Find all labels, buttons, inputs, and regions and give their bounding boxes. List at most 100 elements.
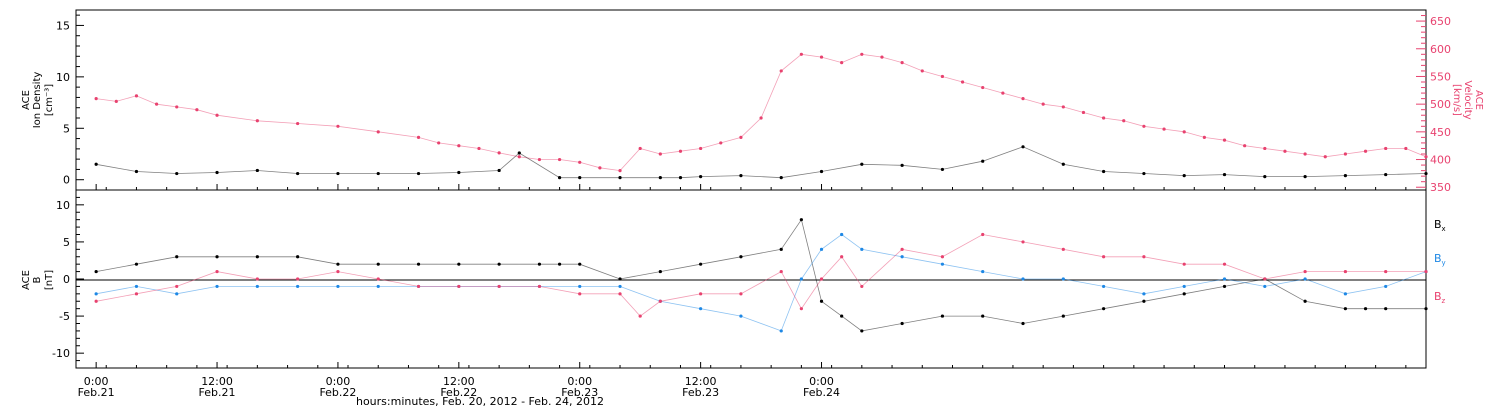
velocity-point	[1222, 138, 1227, 142]
bx-point	[799, 218, 803, 222]
velocity-point	[799, 52, 803, 56]
by-point	[860, 247, 864, 251]
velocity-point	[840, 61, 844, 65]
velocity-point	[437, 141, 441, 145]
bx-point	[1343, 307, 1348, 311]
density-point	[900, 163, 904, 167]
density-point	[517, 151, 521, 155]
by-point	[255, 284, 259, 289]
velocity-tick-label: 600	[1430, 43, 1451, 56]
density-point	[739, 174, 743, 178]
velocity-point	[1122, 119, 1126, 123]
bx-point	[175, 255, 179, 259]
legend-bx: Bx	[1434, 218, 1446, 233]
x-tick-date-label: Feb.22	[440, 386, 477, 399]
bx-point	[296, 255, 300, 259]
bz-point	[416, 284, 421, 289]
by-point	[94, 292, 98, 296]
bx-point	[376, 262, 380, 266]
velocity-point	[215, 113, 219, 117]
by-series	[94, 232, 1428, 333]
bz-point	[1303, 269, 1307, 274]
by-point	[900, 255, 904, 259]
bz-point	[900, 247, 904, 251]
bz-point	[840, 255, 844, 259]
velocity-point	[114, 99, 118, 103]
density-point	[296, 171, 300, 176]
x-tick-time-label: 0:00	[326, 375, 351, 388]
bx-point	[497, 262, 501, 266]
by-point	[1263, 284, 1267, 289]
bz-point	[739, 292, 743, 296]
bx-point	[739, 255, 743, 259]
legend-bz: Bz	[1434, 290, 1446, 305]
x-tick-time-label: 12:00	[443, 375, 475, 388]
bx-point	[699, 262, 703, 266]
bx-point	[416, 262, 421, 266]
velocity-point	[678, 149, 683, 153]
velocity-point	[1001, 91, 1005, 95]
velocity-point	[416, 135, 421, 139]
velocity-point	[658, 152, 662, 156]
bx-point	[1061, 314, 1065, 318]
by-point	[336, 284, 340, 289]
bz-point	[215, 269, 219, 274]
velocity-point	[1404, 146, 1408, 151]
velocity-point	[1081, 110, 1086, 115]
legend: Bx By Bz	[1434, 218, 1446, 305]
bz-point	[175, 284, 179, 289]
bz-point	[376, 277, 380, 281]
density-point	[1142, 171, 1146, 176]
by-point	[940, 262, 945, 266]
velocity-point	[1363, 149, 1368, 153]
density-trace	[96, 146, 1427, 179]
bz-point	[981, 232, 985, 237]
density-point	[940, 167, 945, 172]
bx-point	[819, 299, 824, 303]
density-point	[1182, 174, 1186, 178]
density-point	[860, 162, 864, 166]
bx-point	[336, 262, 340, 266]
velocity-point	[1384, 146, 1388, 151]
velocity-tick-label: 350	[1430, 181, 1451, 194]
bx-point	[94, 269, 98, 274]
by-point	[981, 269, 985, 274]
by-point	[296, 284, 300, 289]
bx-point	[1222, 284, 1227, 289]
density-point	[215, 170, 219, 175]
bx-series	[94, 218, 1428, 333]
density-point	[94, 162, 98, 166]
bz-point	[1343, 269, 1348, 274]
density-point	[1384, 172, 1388, 177]
velocity-point	[1061, 105, 1065, 109]
velocity-point	[255, 119, 259, 123]
velocity-point	[920, 69, 924, 73]
velocity-tick-label: 650	[1430, 15, 1451, 28]
velocity-point	[759, 116, 763, 120]
velocity-trace	[96, 53, 1427, 172]
bz-point	[1222, 262, 1227, 266]
velocity-axis-label-line3: [km/s]	[1451, 84, 1462, 116]
velocity-tick-label: 400	[1430, 154, 1451, 167]
bz-point	[336, 269, 340, 274]
bz-point	[134, 292, 139, 296]
density-point	[658, 176, 662, 180]
x-axis-labels: 0:00Feb.2112:00Feb.210:00Feb.2212:00Feb.…	[78, 375, 840, 399]
density-point	[699, 175, 703, 179]
by-point	[1102, 284, 1106, 289]
bz-point	[578, 292, 582, 296]
ion-density-velocity-panel: 0 5 10 15 350 400 450 500 550 600 650 ACE Ion Den…	[21, 9, 1484, 194]
b-axis-ticks: -10 -5 0 5 10	[52, 196, 84, 362]
x-tick-time-label: 12:00	[685, 375, 717, 388]
velocity-point	[1283, 149, 1287, 153]
density-point	[578, 176, 582, 180]
velocity-point	[819, 55, 824, 59]
x-tick-date-label: Feb.24	[803, 386, 840, 399]
density-point	[557, 176, 562, 180]
bx-point	[1363, 307, 1368, 311]
velocity-series	[94, 52, 1428, 173]
velocity-point	[940, 74, 945, 79]
density-point	[457, 170, 461, 175]
bz-point	[537, 284, 542, 289]
density-point	[1061, 162, 1065, 166]
